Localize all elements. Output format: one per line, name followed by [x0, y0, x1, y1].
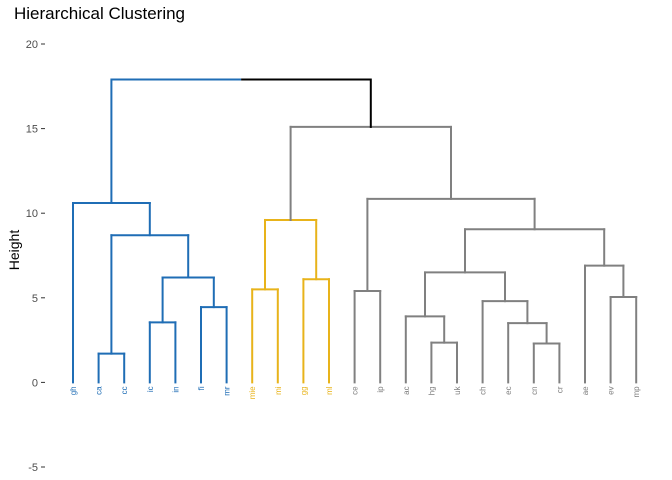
leaf-labels: gh ca cc ic in fi mr mie mi gg ml ce ip ac hg uk ch ec cn c… — [69, 385, 641, 399]
leaf-label: fi — [197, 386, 206, 390]
leaf-label: gh — [69, 386, 78, 395]
y-axis: -5 0 5 10 15 20 — [26, 39, 45, 474]
leaf-label: mie — [248, 386, 257, 399]
leaf-label: ae — [581, 386, 590, 395]
y-axis-title: Height — [6, 230, 22, 271]
leaf-label: mi — [274, 386, 283, 395]
leaf-label: mr — [223, 386, 232, 396]
chart-title: Hierarchical Clustering — [14, 4, 186, 23]
leaf-label: cr — [555, 386, 564, 393]
leaf-label: ce — [351, 386, 360, 395]
leaf-label: hg — [427, 386, 436, 395]
leaf-label: ml — [325, 386, 334, 395]
y-tick-label: 15 — [26, 124, 38, 136]
y-tick-label: 10 — [26, 208, 38, 220]
leaf-label: gg — [299, 386, 308, 395]
y-tick-label: 0 — [32, 377, 38, 389]
y-tick-label: 20 — [26, 39, 38, 51]
leaf-label: cc — [120, 386, 129, 394]
leaf-label: ev — [607, 386, 616, 394]
y-tick-label: -5 — [28, 462, 38, 474]
leaf-label: in — [171, 386, 180, 392]
leaf-label: ch — [479, 386, 488, 394]
leaf-label: ac — [402, 386, 411, 394]
leaf-label: uk — [453, 385, 462, 394]
dendrogram-branches — [72, 78, 638, 384]
y-tick-label: 5 — [32, 293, 38, 305]
leaf-label: mp — [632, 386, 641, 398]
leaf-label: ec — [504, 386, 513, 394]
leaf-label: ip — [376, 386, 385, 393]
leaf-label: ic — [146, 386, 155, 392]
leaf-label: ca — [95, 386, 104, 395]
leaf-label: cn — [530, 386, 539, 394]
